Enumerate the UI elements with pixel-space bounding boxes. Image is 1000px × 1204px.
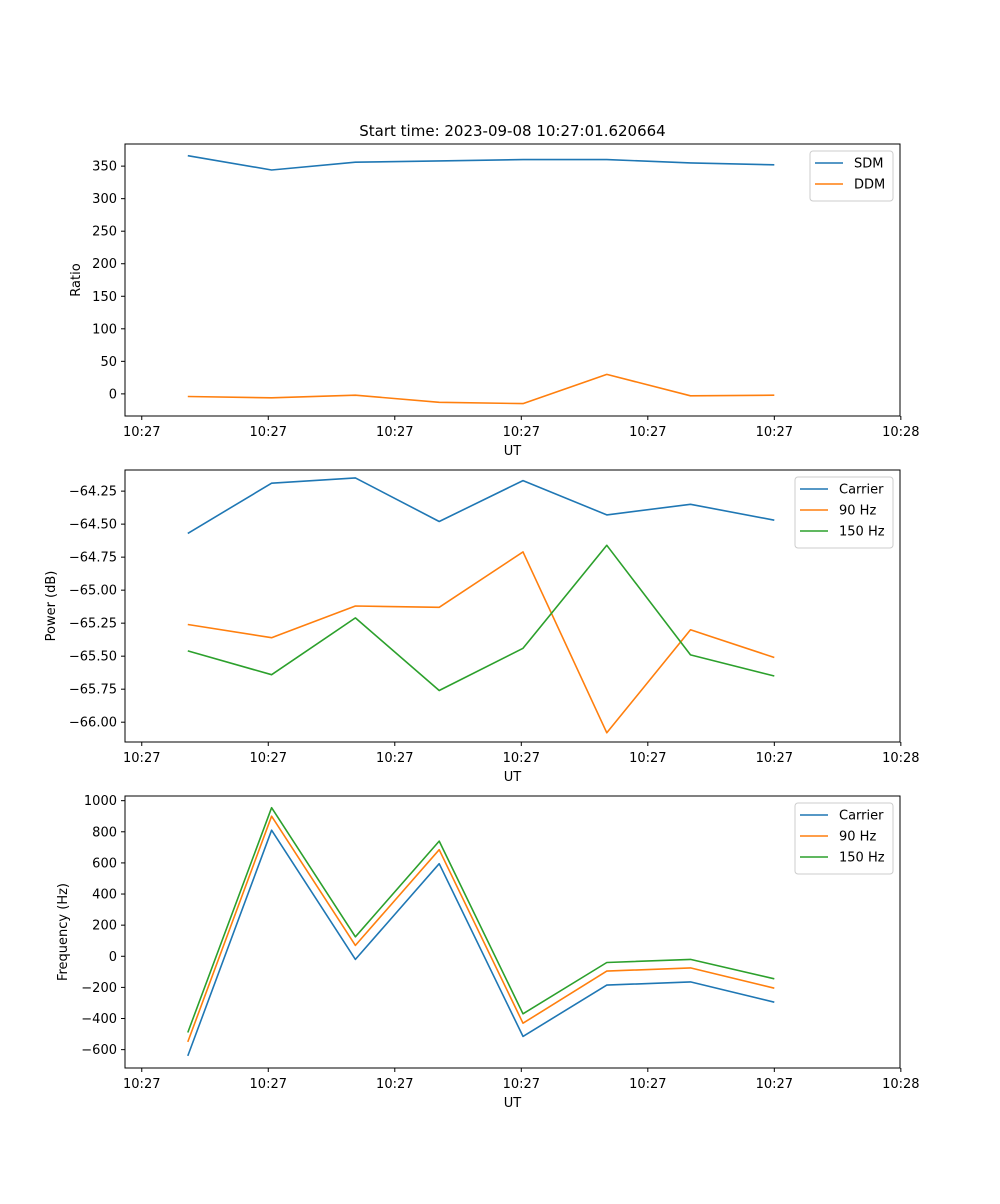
frequency-y-tick-label: −600 [81,1043,117,1058]
chart-title: Start time: 2023-09-08 10:27:01.620664 [359,122,665,140]
frequency-y-tick-label: −200 [81,981,117,996]
power-y-tick-label: −64.75 [69,551,117,566]
power-x-tick-label: 10:27 [376,751,413,766]
frequency-x-tick-label: 10:28 [882,1077,919,1092]
power-legend-label: 150 Hz [839,525,885,540]
ratio-legend-label: DDM [854,178,885,193]
power-y-tick-label: −65.00 [69,584,117,599]
power-y-tick-label: −65.25 [69,617,117,632]
frequency-legend-label: 90 Hz [839,830,876,845]
ratio-series-sdm [187,154,775,171]
frequency-y-tick-label: 400 [92,888,117,903]
ratio-y-tick-label: 100 [92,322,117,337]
ratio-y-tick-label: 350 [92,160,117,175]
power-x-tick-label: 10:27 [629,751,666,766]
power-panel: 10:27 10:27 10:27 10:27 10:27 10:27 10:28 −66.0… [44,469,920,785]
frequency-legend-label: 150 Hz [839,851,885,866]
frequency-y-axis-label: Frequency (Hz) [56,883,71,981]
ratio-x-tick-label: 10:27 [629,425,666,440]
ratio-series-ddm [187,373,775,405]
frequency-legend: Carrier 90 Hz 150 Hz [794,802,894,875]
frequency-y-tick-label: 0 [109,950,117,965]
power-series-150-hz [187,544,775,692]
ratio-legend: SDM DDM [809,150,894,202]
ratio-y-tick-label: 0 [109,387,117,402]
ratio-x-tick-label: 10:27 [123,425,160,440]
frequency-axes-frame [124,795,901,1069]
frequency-x-tick-label: 10:27 [250,1077,287,1092]
power-x-tick-label: 10:27 [123,751,160,766]
power-y-tick-label: −66.00 [69,716,117,731]
ratio-x-tick-label: 10:27 [376,425,413,440]
frequency-x-tick-label: 10:27 [503,1077,540,1092]
frequency-y-tick-label: −400 [81,1012,117,1027]
ratio-axes-frame [124,143,901,417]
frequency-series-150-hz [187,806,775,1033]
ratio-legend-label: SDM [854,157,883,172]
frequency-y-tick-label: 200 [92,919,117,934]
power-y-tick-label: −65.75 [69,683,117,698]
frequency-series-90-hz [187,815,775,1043]
power-x-tick-label: 10:28 [882,751,919,766]
ratio-x-tick-label: 10:28 [882,425,919,440]
frequency-x-tick-label: 10:27 [123,1077,160,1092]
ratio-x-tick-label: 10:27 [250,425,287,440]
frequency-y-tick-label: 1000 [84,794,117,809]
power-series-90-hz [187,551,775,734]
power-legend-label: 90 Hz [839,504,876,519]
ratio-y-axis-label: Ratio [69,263,84,296]
frequency-series-carrier [187,829,775,1057]
power-x-axis-label: UT [504,770,522,785]
frequency-y-tick-label: 600 [92,856,117,871]
frequency-x-axis-label: UT [504,1096,522,1111]
ratio-panel: 10:27 10:27 10:27 10:27 10:27 10:27 10:28 0 50 10… [69,122,920,459]
frequency-x-tick-label: 10:27 [376,1077,413,1092]
ratio-y-tick-label: 200 [92,257,117,272]
frequency-y-tick-label: 800 [92,825,117,840]
ratio-x-axis-label: UT [504,444,522,459]
ratio-y-tick-label: 50 [100,355,117,370]
frequency-panel: 10:27 10:27 10:27 10:27 10:27 10:27 10:28 −600 −… [56,794,920,1111]
power-y-tick-label: −64.50 [69,518,117,533]
power-y-tick-label: −64.25 [69,485,117,500]
power-x-tick-label: 10:27 [756,751,793,766]
power-x-tick-label: 10:27 [250,751,287,766]
frequency-x-tick-label: 10:27 [756,1077,793,1092]
power-series-carrier [187,477,775,535]
frequency-legend-label: Carrier [839,809,884,824]
ratio-x-tick-label: 10:27 [503,425,540,440]
power-axes-frame [124,469,901,743]
ratio-y-tick-label: 150 [92,290,117,305]
power-legend: Carrier 90 Hz 150 Hz [794,476,894,549]
power-y-tick-label: −65.50 [69,650,117,665]
ratio-y-tick-label: 250 [92,225,117,240]
power-y-axis-label: Power (dB) [44,571,59,642]
frequency-x-tick-label: 10:27 [629,1077,666,1092]
ratio-y-tick-label: 300 [92,192,117,207]
ratio-x-tick-label: 10:27 [756,425,793,440]
power-x-tick-label: 10:27 [503,751,540,766]
power-legend-label: Carrier [839,483,884,498]
